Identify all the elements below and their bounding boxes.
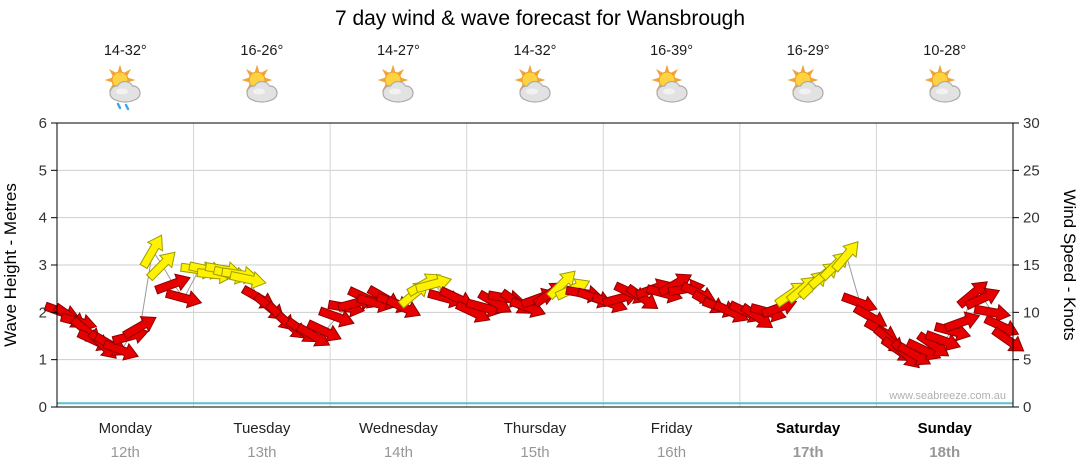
temp-range: 14-32° <box>103 43 147 59</box>
svg-text:6: 6 <box>39 115 47 132</box>
day-label: Sunday <box>917 420 972 437</box>
axis-ticks <box>51 122 1019 408</box>
weather-icon-wrap <box>785 64 831 116</box>
temp-range: 16-29° <box>786 43 830 59</box>
temp-range: 10-28° <box>923 43 967 59</box>
day-separators <box>193 123 877 407</box>
sun-cloud-icon <box>924 64 961 103</box>
weather-icon-wrap <box>649 64 695 116</box>
day-date: 15th <box>520 444 550 461</box>
sun-cloud-icon <box>787 64 824 103</box>
left-axis-label: Wave Height - Metres <box>1 183 20 347</box>
svg-text:0: 0 <box>1023 399 1031 416</box>
day-label: Wednesday <box>358 420 438 437</box>
day-date: 17th <box>792 444 824 461</box>
svg-text:25: 25 <box>1023 162 1040 179</box>
day-date: 13th <box>247 444 277 461</box>
wind-arrows <box>43 234 1025 369</box>
day-label: Saturday <box>776 420 841 437</box>
day-label: Thursday <box>503 420 567 437</box>
sun-cloud-icon <box>651 64 688 103</box>
temp-range: 16-39° <box>650 43 693 59</box>
weather-icon-wrap <box>375 64 421 116</box>
day-date: 14th <box>383 444 414 461</box>
watermark: www.seabreeze.com.au <box>888 390 1006 402</box>
weather-icon-wrap <box>102 64 148 116</box>
temp-range: 16-26° <box>240 43 284 59</box>
svg-text:4: 4 <box>39 210 47 227</box>
svg-text:30: 30 <box>1023 115 1040 132</box>
day-date: 16th <box>656 444 687 461</box>
axis-tick-labels: 0 1 2 3 4 5 6 0 5 10 15 20 25 30 <box>39 115 1040 416</box>
svg-text:2: 2 <box>39 304 47 321</box>
temp-range: 14-27° <box>376 43 420 59</box>
svg-text:15: 15 <box>1023 257 1040 274</box>
weather-icon-wrap <box>922 64 968 116</box>
svg-text:5: 5 <box>1023 352 1031 369</box>
svg-text:1: 1 <box>39 352 47 369</box>
svg-text:20: 20 <box>1023 210 1040 227</box>
sun-cloud-rain-icon <box>104 64 141 111</box>
weather-icon-wrap <box>239 64 285 116</box>
day-date: 12th <box>110 444 140 461</box>
sun-cloud-icon <box>241 64 278 103</box>
day-label: Monday <box>98 420 152 437</box>
temp-range: 14-32° <box>513 43 557 59</box>
svg-text:0: 0 <box>39 399 47 416</box>
page-title: 7 day wind & wave forecast for Wansbroug… <box>334 7 746 30</box>
day-label: Tuesday <box>233 420 291 437</box>
sun-cloud-icon <box>514 64 551 103</box>
day-date: 18th <box>929 444 961 461</box>
weather-icon-wrap <box>512 64 558 116</box>
svg-text:3: 3 <box>39 257 47 274</box>
right-axis-label: Wind Speed - Knots <box>1060 189 1079 340</box>
svg-text:5: 5 <box>39 162 47 179</box>
day-label: Friday <box>650 420 693 437</box>
sun-cloud-icon <box>377 64 415 103</box>
svg-text:10: 10 <box>1023 304 1040 321</box>
